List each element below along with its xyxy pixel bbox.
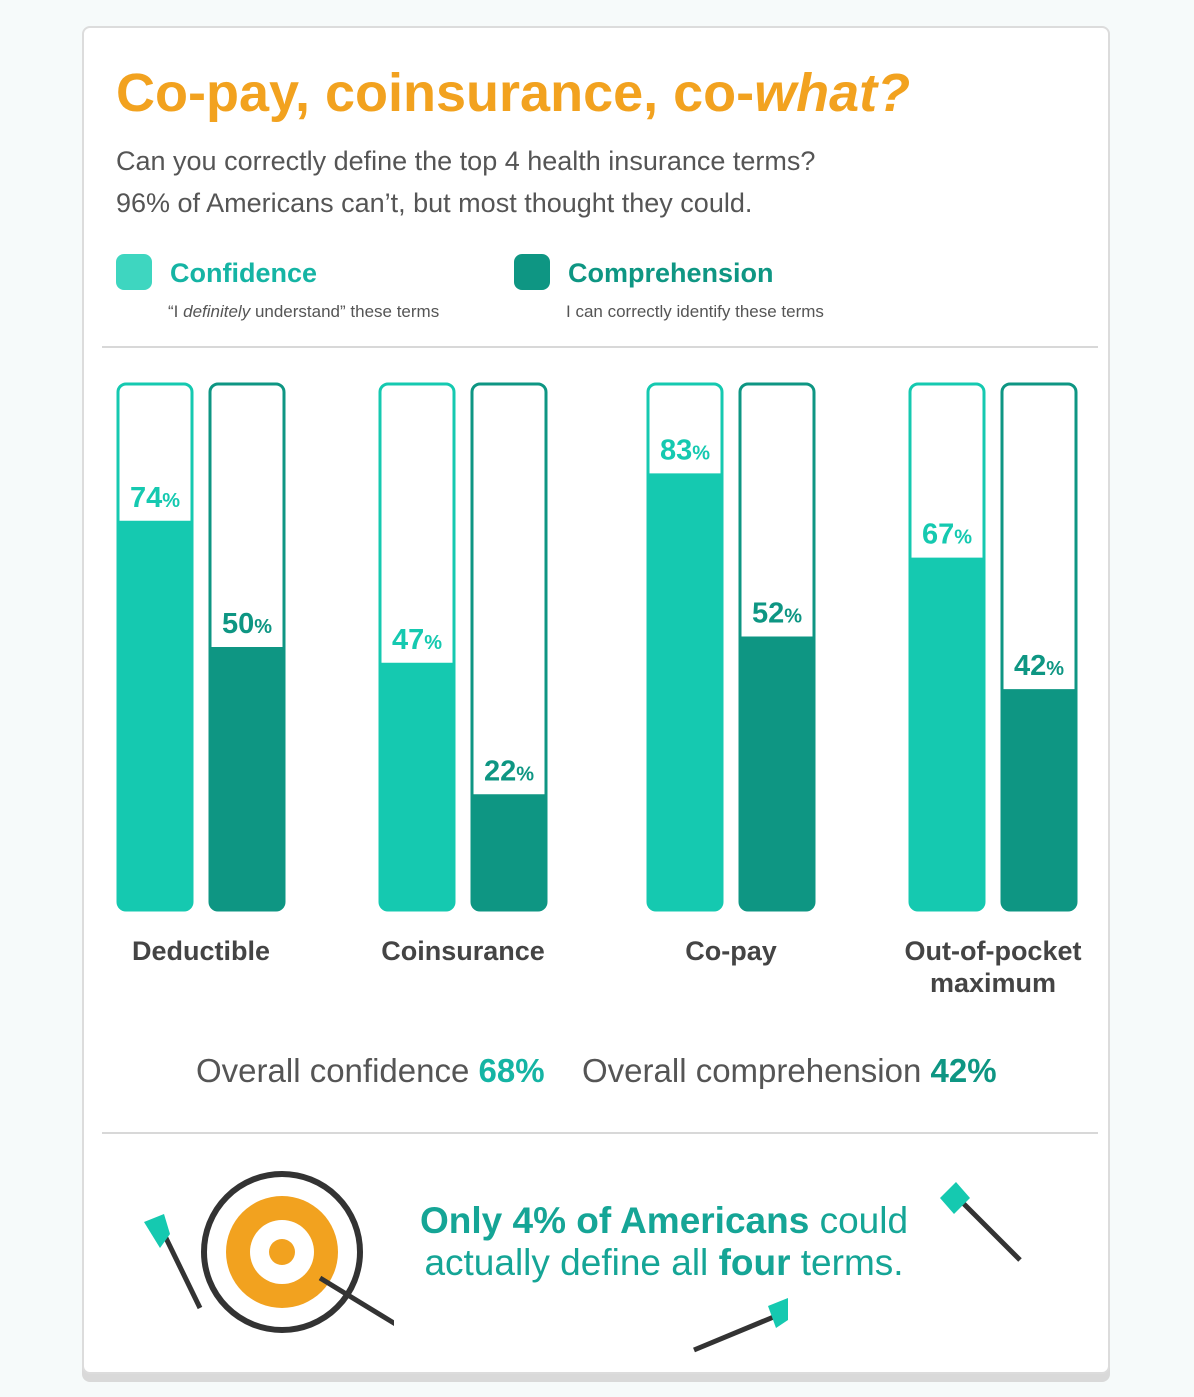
legend-label-comprehension: Comprehension	[568, 258, 774, 288]
bar-value-label: 74%	[130, 482, 180, 514]
overall-comprehension: Overall comprehension 42%	[582, 1052, 997, 1089]
bar-value-label: 50%	[222, 608, 272, 640]
divider-top	[102, 346, 1098, 348]
bar-value-label: 52%	[752, 597, 802, 629]
bar-confidence-deductible	[118, 520, 192, 910]
bar-confidence-out-of-pocket-maximum	[910, 557, 984, 910]
bar-value-label: 22%	[484, 755, 534, 787]
bar-value-label: 67%	[922, 519, 972, 551]
legend-note-comprehension: I can correctly identify these terms	[566, 302, 824, 321]
legend-label-confidence: Confidence	[170, 258, 318, 288]
category-label: Coinsurance	[381, 936, 545, 966]
subtitle-line-1: Can you correctly define the top 4 healt…	[116, 146, 816, 176]
bar-comprehension-co-pay	[740, 636, 814, 910]
bar-confidence-coinsurance	[380, 662, 454, 910]
legend-note-confidence: “I definitely understand” these terms	[168, 302, 440, 321]
category-label: Out-of-pocket maximum	[905, 936, 1082, 998]
legend-swatch-comprehension	[514, 254, 550, 290]
arrow-right-icon	[940, 1182, 1022, 1262]
bar-chart: 74% 50% Deductible 47% 22% Coinsurance 83% 52% C…	[116, 382, 1082, 998]
category-label: Co-pay	[685, 936, 777, 966]
infographic-card: Co-pay, coinsurance, co-what? Can you co…	[82, 26, 1110, 1374]
bar-comprehension-coinsurance	[472, 794, 546, 910]
page-title: Co-pay, coinsurance, co-what?	[116, 63, 911, 123]
category-label: Deductible	[132, 936, 270, 966]
target-icon	[144, 1171, 394, 1333]
overall-confidence-value: 68%	[478, 1052, 545, 1089]
overall-comprehension-value: 42%	[930, 1052, 997, 1089]
arrow-in-target-icon	[318, 1275, 394, 1327]
overall-confidence: Overall confidence 68%	[196, 1052, 545, 1089]
bar-value-label: 47%	[392, 624, 442, 656]
subtitle-line-2: 96% of Americans can’t, but most thought…	[116, 188, 753, 218]
bar-comprehension-out-of-pocket-maximum	[1002, 689, 1076, 910]
callout-text: Only 4% of Americans could actually defi…	[419, 1200, 909, 1283]
subtitle: Can you correctly define the top 4 healt…	[116, 140, 1016, 224]
legend-swatch-confidence	[116, 254, 152, 290]
arrow-left-icon	[144, 1214, 203, 1310]
divider-bottom	[102, 1132, 1098, 1134]
bar-value-label: 42%	[1014, 650, 1064, 682]
bar-confidence-co-pay	[648, 473, 722, 910]
arrow-bottom-icon	[693, 1298, 788, 1353]
bar-value-label: 83%	[660, 434, 710, 466]
bar-comprehension-deductible	[210, 647, 284, 910]
